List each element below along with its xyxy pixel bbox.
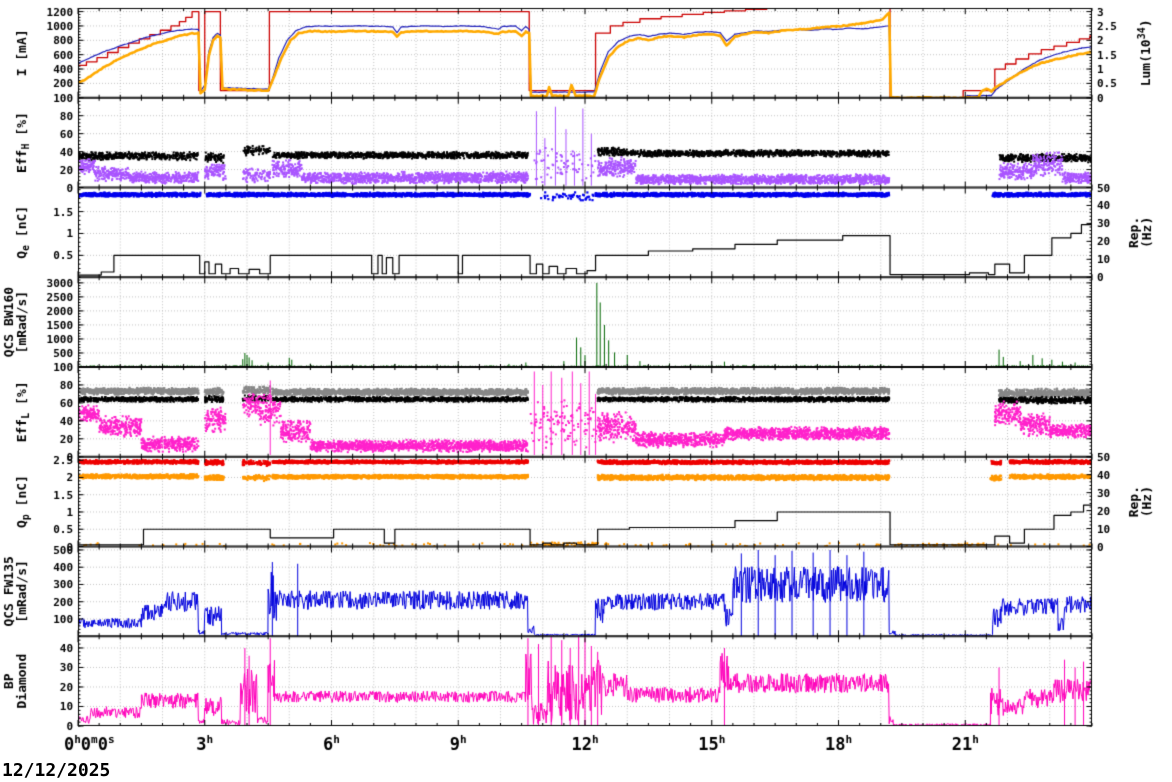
date-label: 12/12/2025 xyxy=(2,760,111,781)
